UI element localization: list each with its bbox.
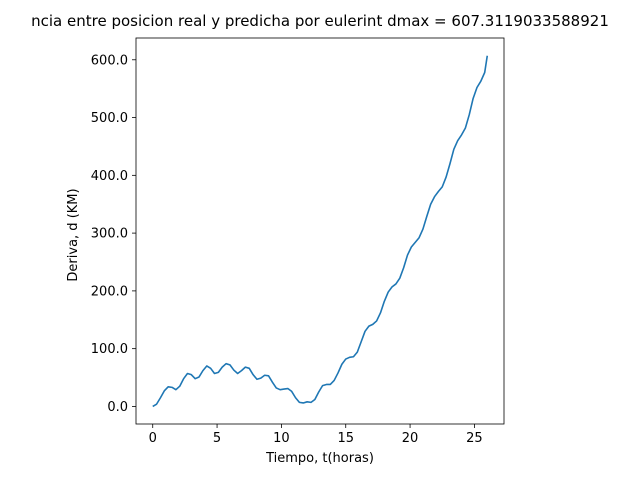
- y-tick-label: 200.0: [91, 284, 128, 299]
- plot-area: [135, 37, 505, 425]
- y-axis-ticks: 0.0 100.0 200.0 300.0 400.0 500.0 600.0: [91, 53, 136, 415]
- x-tick-label: 10: [273, 431, 290, 446]
- x-axis-ticks: 0 5 10 15 20 25: [149, 424, 483, 446]
- y-tick-label: 300.0: [91, 227, 128, 242]
- x-tick-label: 20: [402, 431, 419, 446]
- y-tick-label: 400.0: [91, 169, 128, 184]
- x-tick-label: 0: [149, 431, 157, 446]
- x-tick-label: 15: [337, 431, 354, 446]
- chart-title: ncia entre posicion real y predicha por …: [31, 12, 609, 30]
- y-tick-label: 0.0: [107, 400, 128, 415]
- y-tick-label: 100.0: [91, 342, 128, 357]
- series-line: [152, 55, 489, 408]
- axes-frame: [135, 37, 505, 425]
- y-tick-label: 500.0: [91, 111, 128, 126]
- y-axis-label: Deriva, d (KM): [66, 188, 81, 281]
- x-tick-label: 5: [213, 431, 221, 446]
- x-axis-label: Tiempo, t(horas): [265, 451, 374, 466]
- x-tick-label: 25: [466, 431, 483, 446]
- y-tick-label: 600.0: [91, 53, 128, 68]
